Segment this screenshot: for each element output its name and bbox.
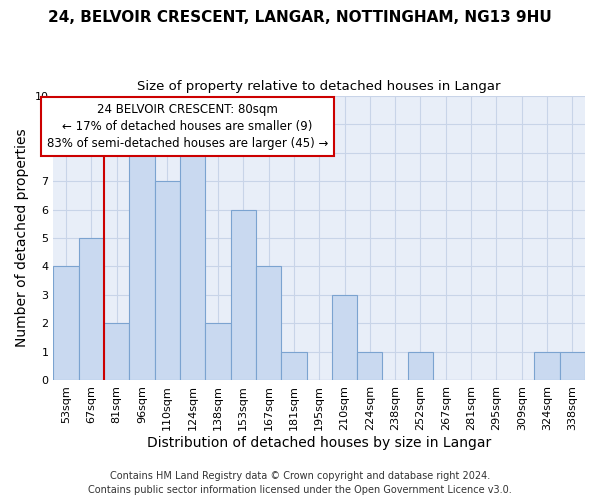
Bar [130, 152, 155, 380]
Bar [79, 238, 104, 380]
Bar [408, 352, 433, 380]
Bar [281, 352, 307, 380]
Bar [256, 266, 281, 380]
Bar [53, 266, 79, 380]
Bar [155, 181, 180, 380]
Bar [332, 295, 357, 380]
Bar [230, 210, 256, 380]
Title: Size of property relative to detached houses in Langar: Size of property relative to detached ho… [137, 80, 501, 93]
Bar [180, 152, 205, 380]
Bar [357, 352, 382, 380]
Text: 24 BELVOIR CRESCENT: 80sqm
← 17% of detached houses are smaller (9)
83% of semi-: 24 BELVOIR CRESCENT: 80sqm ← 17% of deta… [47, 102, 328, 150]
Bar [104, 324, 130, 380]
Bar [560, 352, 585, 380]
X-axis label: Distribution of detached houses by size in Langar: Distribution of detached houses by size … [147, 436, 491, 450]
Bar [535, 352, 560, 380]
Text: 24, BELVOIR CRESCENT, LANGAR, NOTTINGHAM, NG13 9HU: 24, BELVOIR CRESCENT, LANGAR, NOTTINGHAM… [48, 10, 552, 25]
Text: Contains HM Land Registry data © Crown copyright and database right 2024.
Contai: Contains HM Land Registry data © Crown c… [88, 471, 512, 495]
Y-axis label: Number of detached properties: Number of detached properties [15, 128, 29, 348]
Bar [205, 324, 230, 380]
